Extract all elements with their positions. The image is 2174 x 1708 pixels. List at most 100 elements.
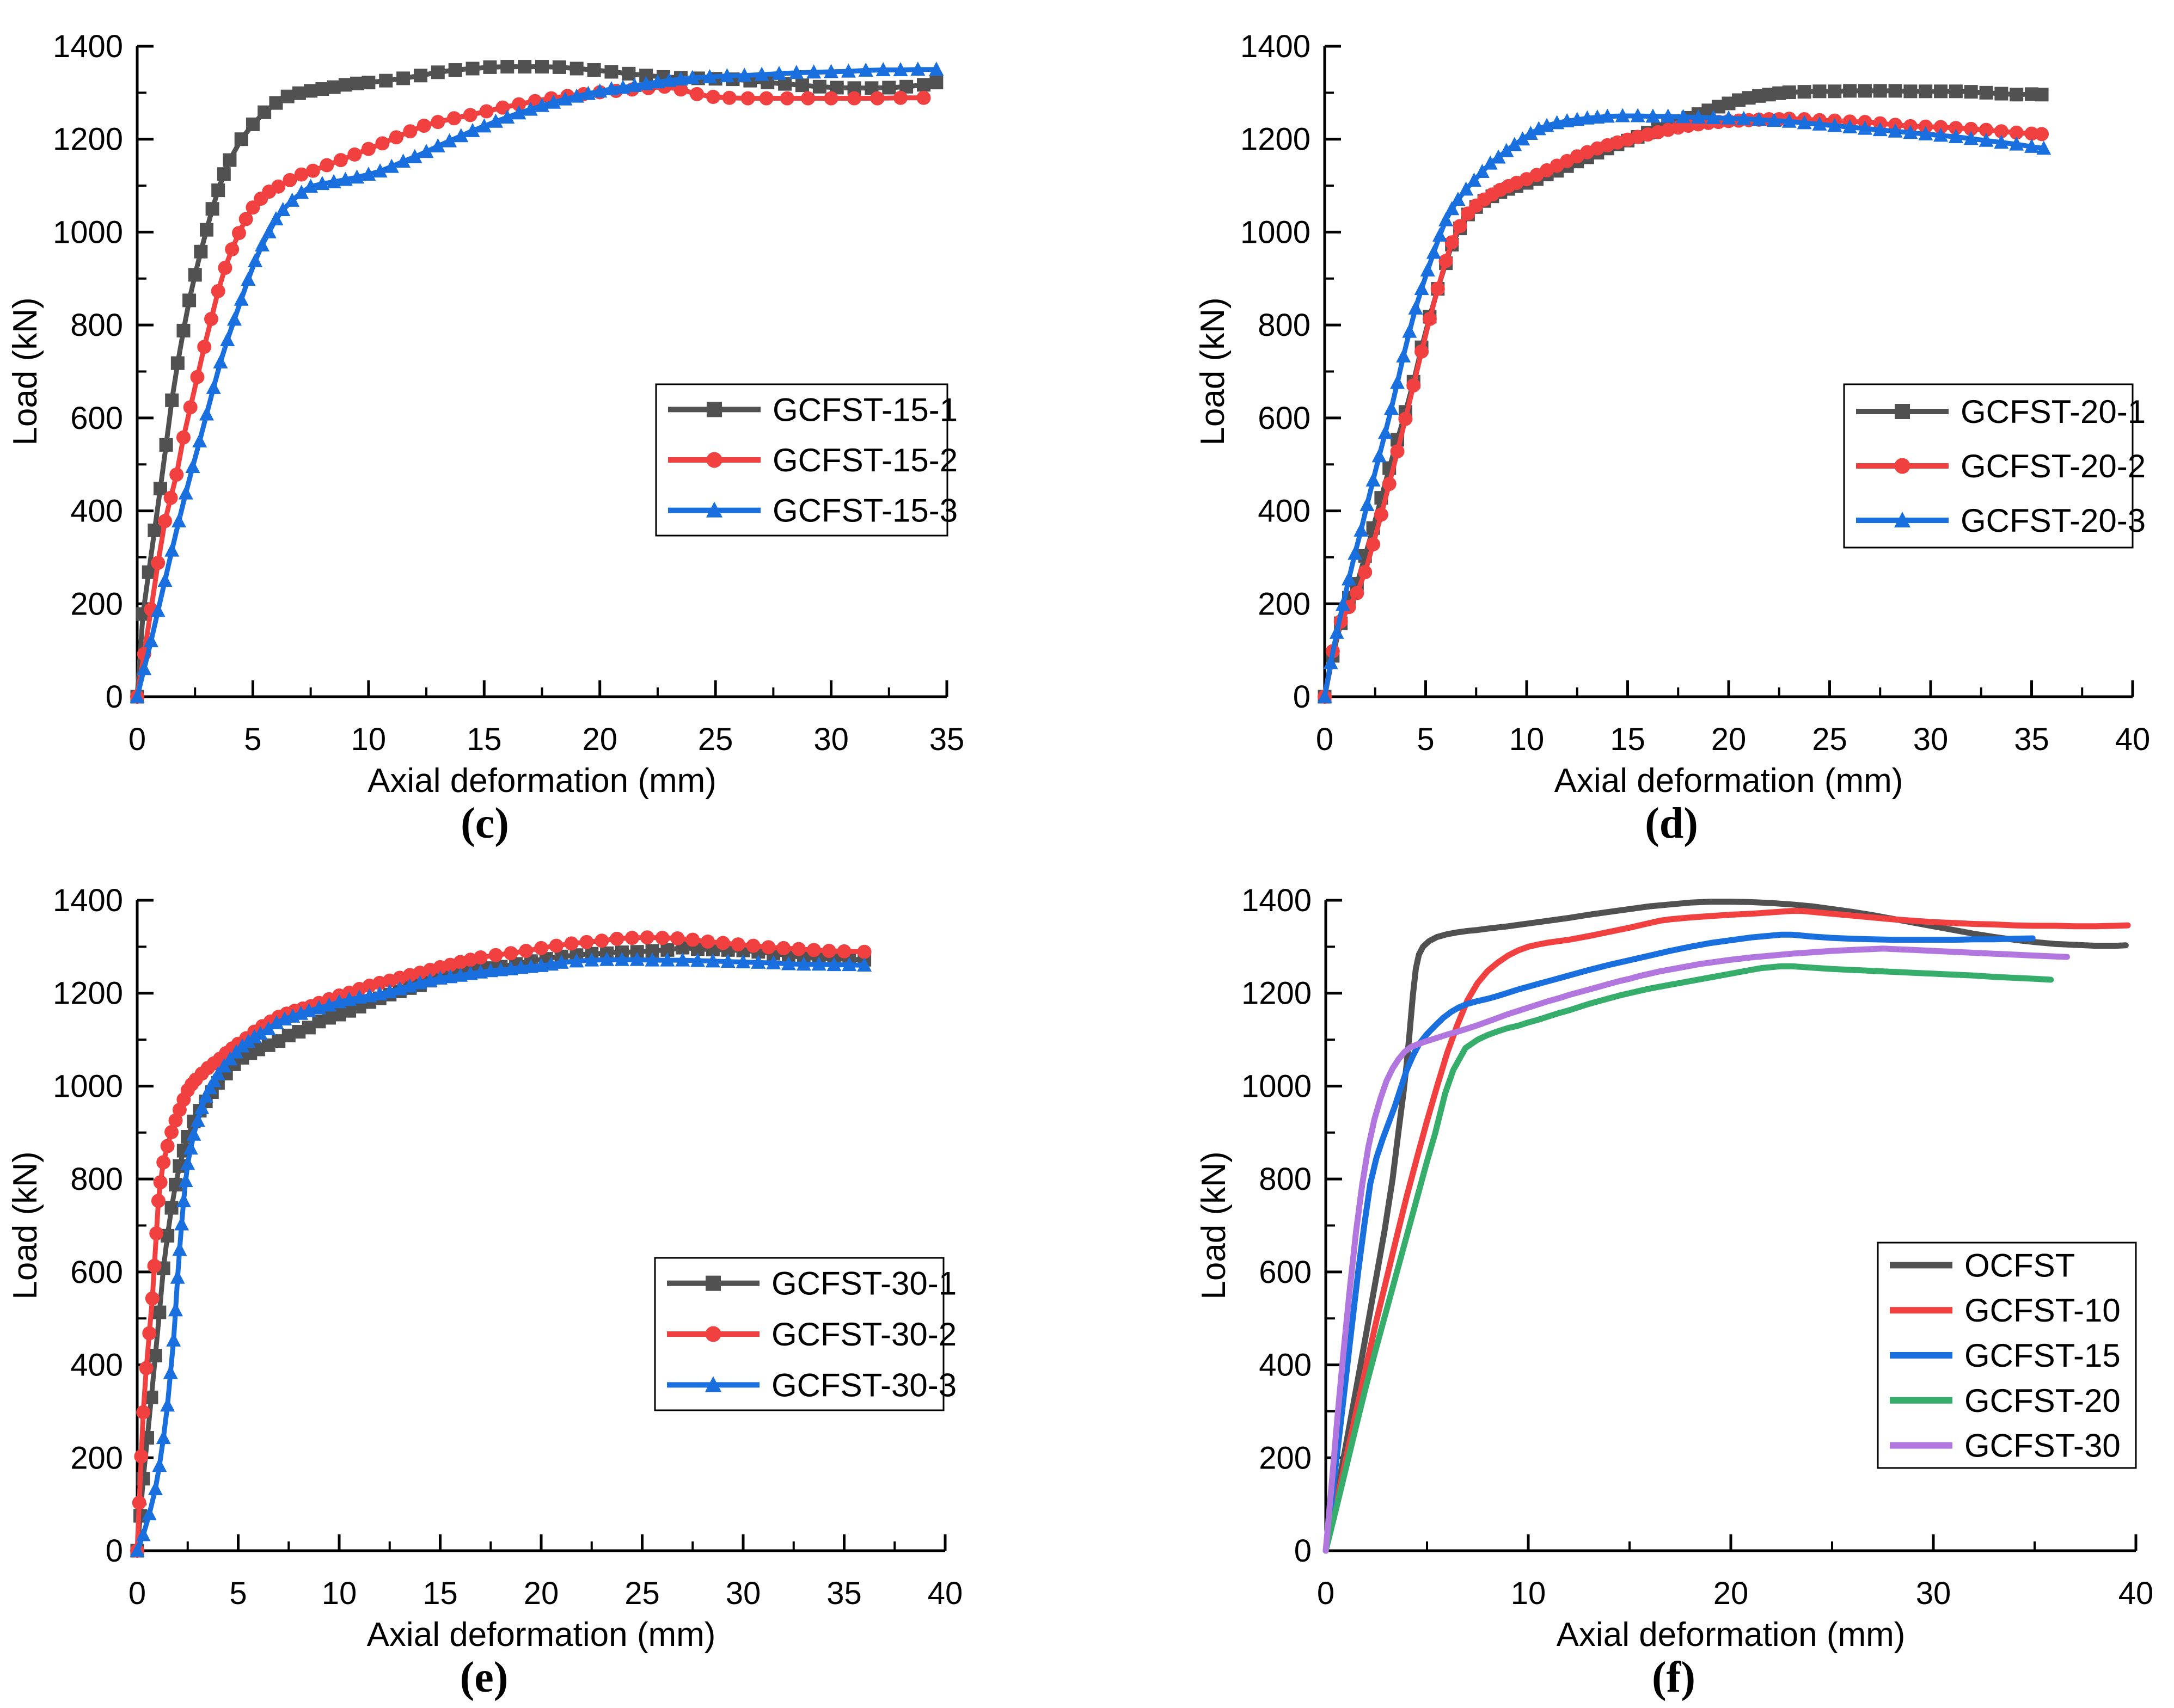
x-axis-title-d: Axial deformation (mm) — [1554, 762, 1903, 800]
legend-item-GCFST-20: GCFST-20 — [1890, 1383, 2121, 1419]
y-axis-title-d: Load (kN) — [1194, 297, 1232, 445]
x-axis-title-c: Axial deformation (mm) — [368, 762, 716, 800]
x-ticks-c: 0 5 10 15 20 25 30 35 — [128, 680, 964, 757]
svg-text:0: 0 — [106, 679, 123, 715]
series-GCFST-30-2 — [130, 930, 872, 1558]
svg-text:200: 200 — [1258, 586, 1310, 622]
y-axis-title-c: Load (kN) — [7, 297, 44, 445]
panel-f-caption: (f) — [1652, 1654, 1695, 1701]
legend-item-OCFST: OCFST — [1890, 1247, 2075, 1283]
svg-text:600: 600 — [70, 1255, 123, 1290]
y-axis-title-f: Load (kN) — [1195, 1151, 1233, 1299]
series-GCFST-15 — [1322, 931, 2036, 1554]
legend-item-GCFST-15-1: GCFST-15-1 — [668, 391, 958, 428]
legend-item-GCFST-20-3: GCFST-20-3 — [1856, 502, 2146, 539]
panel-f: 0 10 20 30 40 0 200 400 600 800 1000 1200 1400 Axial … — [1087, 854, 2174, 1708]
x-ticks-d: 0 5 10 15 20 25 30 35 40 — [1316, 680, 2150, 757]
svg-text:800: 800 — [70, 1162, 123, 1197]
legend-item-GCFST-15-2: GCFST-15-2 — [668, 442, 958, 478]
svg-text:0: 0 — [128, 722, 146, 757]
svg-text:40: 40 — [2115, 722, 2151, 757]
svg-text:GCFST-30-1: GCFST-30-1 — [771, 1265, 957, 1302]
svg-text:GCFST-30-3: GCFST-30-3 — [771, 1367, 957, 1403]
panel-c-caption: (c) — [461, 800, 509, 847]
svg-text:GCFST-20-2: GCFST-20-2 — [1961, 448, 2146, 484]
svg-text:1000: 1000 — [1241, 1068, 1312, 1104]
chart-c-canvas: 0 5 10 15 20 25 30 35 0 200 400 600 800 1000 1200 1400 A… — [7, 29, 964, 800]
chart-d-canvas: 0 5 10 15 20 25 30 35 40020040060080010001200140… — [1194, 29, 2150, 800]
svg-text:1000: 1000 — [53, 214, 123, 250]
series-OCFST — [1322, 899, 2129, 1554]
svg-text:200: 200 — [1259, 1440, 1312, 1476]
panel-e-caption: (e) — [460, 1654, 509, 1701]
svg-text:1200: 1200 — [1241, 976, 1312, 1011]
legend-item-GCFST-15-3: GCFST-15-3 — [668, 493, 958, 529]
series-GCFST-15-1 — [130, 60, 944, 704]
axes-e — [136, 900, 945, 1552]
legend-item-GCFST-30-3: GCFST-30-3 — [667, 1367, 957, 1403]
svg-text:35: 35 — [2014, 722, 2049, 757]
svg-text:20: 20 — [1711, 722, 1747, 757]
svg-text:20: 20 — [582, 722, 617, 757]
svg-text:GCFST-30: GCFST-30 — [1964, 1428, 2121, 1464]
svg-text:10: 10 — [1511, 1576, 1546, 1611]
series-GCFST-20 — [1322, 963, 2054, 1554]
x-ticks-f: 0 10 20 30 40 — [1317, 1534, 2153, 1611]
svg-text:20: 20 — [1713, 1576, 1749, 1611]
svg-text:20: 20 — [524, 1576, 559, 1611]
svg-text:35: 35 — [826, 1576, 862, 1611]
svg-text:5: 5 — [1417, 722, 1434, 757]
svg-text:5: 5 — [229, 1576, 247, 1611]
svg-text:GCFST-20: GCFST-20 — [1964, 1383, 2121, 1419]
svg-text:GCFST-15-3: GCFST-15-3 — [773, 493, 958, 529]
svg-text:1200: 1200 — [53, 976, 123, 1011]
svg-text:0: 0 — [106, 1533, 123, 1569]
svg-text:5: 5 — [244, 722, 261, 757]
svg-text:30: 30 — [1913, 722, 1949, 757]
svg-text:1400: 1400 — [53, 883, 123, 918]
panel-d-caption: (d) — [1645, 800, 1698, 847]
svg-text:1200: 1200 — [53, 122, 123, 157]
series-GCFST-20-2 — [1318, 112, 2049, 704]
y-ticks-f: 0 200 400 600 800 1000 1200 1400 — [1241, 883, 1342, 1569]
svg-text:10: 10 — [1509, 722, 1545, 757]
svg-text:25: 25 — [1812, 722, 1847, 757]
panel-e: 0 5 10 15 20 25 30 35 40 0 200 400 600 800 1000 1200 140… — [0, 854, 1087, 1708]
svg-text:0: 0 — [1317, 1576, 1334, 1611]
legend-item-GCFST-20-2: GCFST-20-2 — [1856, 448, 2146, 484]
series-GCFST-10 — [1322, 908, 2131, 1554]
svg-text:1400: 1400 — [1241, 883, 1312, 918]
x-axis-title-e: Axial deformation (mm) — [367, 1616, 716, 1654]
svg-text:GCFST-30-2: GCFST-30-2 — [771, 1316, 957, 1353]
svg-text:400: 400 — [70, 494, 123, 529]
svg-text:15: 15 — [467, 722, 502, 757]
svg-text:GCFST-15: GCFST-15 — [1964, 1337, 2121, 1374]
svg-text:10: 10 — [351, 722, 387, 757]
x-ticks-e: 0 5 10 15 20 25 30 35 40 — [128, 1534, 963, 1611]
series-GCFST-30-3 — [130, 951, 872, 1557]
svg-text:0: 0 — [128, 1576, 146, 1611]
legend-item-GCFST-30-1: GCFST-30-1 — [667, 1265, 957, 1302]
legend-e: GCFST-30-1 GCFST-30-2 GCFST-30-3 — [654, 1257, 957, 1411]
legend-item-GCFST-20-1: GCFST-20-1 — [1856, 394, 2146, 430]
x-axis-title-f: Axial deformation (mm) — [1557, 1616, 1906, 1654]
svg-text:10: 10 — [322, 1576, 357, 1611]
svg-text:600: 600 — [1258, 401, 1310, 436]
legend-c: GCFST-15-1 GCFST-15-2 GCFST-15-3 — [655, 383, 958, 537]
svg-text:OCFST: OCFST — [1964, 1247, 2075, 1283]
svg-text:1000: 1000 — [53, 1068, 123, 1104]
legend-item-GCFST-30-2: GCFST-30-2 — [667, 1316, 957, 1353]
legend-d: GCFST-20-1 GCFST-20-2 GCFST-20-3 — [1843, 383, 2146, 549]
series-GCFST-15-2 — [130, 79, 931, 704]
svg-text:1000: 1000 — [1240, 214, 1310, 250]
svg-text:15: 15 — [1610, 722, 1645, 757]
svg-text:1400: 1400 — [1240, 29, 1310, 64]
svg-text:30: 30 — [726, 1576, 761, 1611]
svg-text:200: 200 — [70, 1440, 123, 1476]
svg-text:GCFST-15-1: GCFST-15-1 — [773, 391, 958, 428]
svg-text:30: 30 — [813, 722, 849, 757]
svg-text:GCFST-20-3: GCFST-20-3 — [1961, 502, 2146, 539]
svg-text:800: 800 — [70, 308, 123, 343]
svg-text:1400: 1400 — [53, 29, 123, 64]
